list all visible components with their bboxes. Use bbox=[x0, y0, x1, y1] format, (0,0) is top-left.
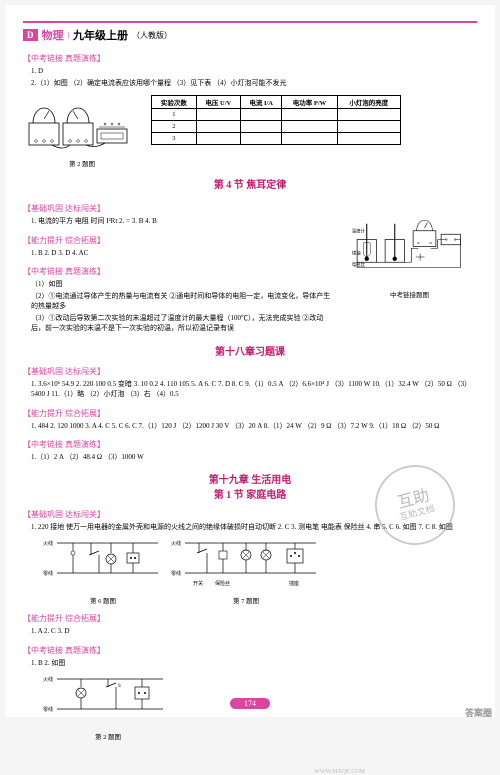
s4-ability-label: 【能力提升 综合拓展】 bbox=[23, 235, 332, 246]
caption7: 第 7 题图 bbox=[171, 595, 321, 605]
section19-title-ch: 第十九章 生活用电 bbox=[23, 471, 477, 486]
s19-basics-1: 1. 220 接地 使万一用电器的金属外壳和电源的火线之间的绝缘体破损时自动切断… bbox=[31, 522, 477, 533]
experiment-table: 实验次数 电压 U/V 电流 I/A 电功率 P/W 小灯泡的亮度 1 2 3 bbox=[151, 95, 401, 145]
s4-exam-1: （1）如图 bbox=[31, 279, 332, 290]
top-bar bbox=[23, 17, 477, 23]
circuit7-svg: 火线 零线 开关 保险丝 bbox=[171, 533, 321, 591]
section19-title-node: 第 1 节 家庭电路 bbox=[23, 486, 477, 501]
th-4: 小灯泡的亮度 bbox=[337, 96, 400, 109]
instruments-svg bbox=[23, 89, 133, 154]
header: D 物理 | 九年级上册 （人教版） bbox=[23, 27, 477, 43]
s4-exam-3: （3）①改动后导致第二次实验的末温超过了温度计的最大量程（100℃），无法完成实… bbox=[31, 313, 332, 334]
circuit2-svg: 火线 零线 S bbox=[43, 669, 173, 727]
caption6: 第 6 题图 bbox=[43, 595, 163, 605]
s19-exam-1: 1. B 2. 如图 bbox=[31, 658, 477, 669]
s18-basics-label: 【基础巩固 达标闯关】 bbox=[23, 366, 477, 377]
th-0: 实验次数 bbox=[152, 96, 197, 109]
th-1: 电压 U/V bbox=[196, 96, 240, 109]
s18-ability-1: 1. 484 2. 120 1000 3. A 4. C 5. C 6. C 7… bbox=[31, 421, 477, 432]
svg-text:零线: 零线 bbox=[171, 570, 181, 577]
s18-ability-label: 【能力提升 综合拓展】 bbox=[23, 408, 477, 419]
page-number: 174 bbox=[230, 698, 270, 709]
section4-title: 第 4 节 焦耳定律 bbox=[23, 176, 477, 191]
joule-apparatus-svg: 温度计 煤油 电阻丝 bbox=[342, 215, 472, 285]
svg-text:保险丝: 保险丝 bbox=[215, 580, 230, 587]
svg-text:火线: 火线 bbox=[43, 540, 53, 547]
svg-text:电阻丝: 电阻丝 bbox=[352, 261, 366, 268]
header-badge: D bbox=[23, 29, 38, 41]
circuit6-svg: 火线 零线 bbox=[43, 533, 163, 591]
svg-text:零线: 零线 bbox=[43, 706, 53, 713]
s19-ability-label: 【能力提升 综合拓展】 bbox=[23, 613, 477, 624]
header-grade: 九年级上册 bbox=[73, 27, 128, 43]
s18-exam-label: 【中考链接 真题演练】 bbox=[23, 439, 477, 450]
td: 3 bbox=[152, 133, 197, 145]
watermark: 答案圈 bbox=[465, 706, 492, 719]
th-2: 电流 I/A bbox=[241, 96, 282, 109]
block1-label: 【中考链接 真题演练】 bbox=[23, 53, 477, 64]
header-divider: | bbox=[68, 31, 70, 39]
block1-line1: 1. D bbox=[31, 66, 477, 77]
s4-ability-1: 1. B 2. D 3. D 4. AC bbox=[31, 248, 332, 259]
header-version: （人教版） bbox=[132, 30, 172, 41]
th-3: 电功率 P/W bbox=[282, 96, 337, 109]
s19-exam-label: 【中考链接 真题演练】 bbox=[23, 645, 477, 656]
svg-text:S: S bbox=[118, 684, 121, 689]
td: 2 bbox=[152, 121, 197, 133]
page: D 物理 | 九年级上册 （人教版） 【中考链接 真题演练】 1. D 2.（1… bbox=[5, 5, 495, 717]
s4-basics-label: 【基础巩固 达标闯关】 bbox=[23, 203, 332, 214]
s18-exam-1: 1.（1）2 A （2）48.4 Ω （3）1000 W bbox=[31, 452, 477, 463]
svg-text:火线: 火线 bbox=[171, 540, 181, 547]
s4-caption: 中考链接题图 bbox=[342, 289, 477, 299]
block1-line2: 2.（1）如图 （2）确定电流表应该用哪个量程 （3）见下表 （4）小灯泡可能不… bbox=[31, 78, 477, 89]
s4-exam-label: 【中考链接 真题演练】 bbox=[23, 266, 332, 277]
svg-text:煤油: 煤油 bbox=[352, 249, 361, 256]
svg-text:开关: 开关 bbox=[193, 580, 203, 587]
watermark-url: WWW.MXQE.COM bbox=[314, 769, 365, 775]
s18-basics-1: 1. 3.6×10⁶ 54.9 2. 220 100 0.5 变暗 3. 10 … bbox=[31, 379, 477, 400]
svg-text:零线: 零线 bbox=[43, 570, 53, 577]
td: 1 bbox=[152, 109, 197, 121]
s19-ability-1: 1. A 2. C 3. D bbox=[31, 626, 477, 637]
section18-title: 第十八章习题课 bbox=[23, 343, 477, 358]
caption2: 第 2 题图 bbox=[43, 731, 173, 741]
svg-text:温度计: 温度计 bbox=[352, 228, 366, 235]
s19-basics-label: 【基础巩固 达标闯关】 bbox=[23, 509, 477, 520]
s4-basics-1: 1. 电流的平方 电阻 时间 I²Rt 2. = 3. B 4. B bbox=[31, 216, 332, 227]
block1-caption: 第 2 题图 bbox=[23, 158, 141, 168]
s4-exam-2: （2）①电流通过导体产生的热量与电流有关 ②通电时间和导体的电阻一定，电流变化，… bbox=[31, 291, 332, 312]
svg-text:插座: 插座 bbox=[289, 580, 299, 587]
svg-text:火线: 火线 bbox=[43, 676, 53, 683]
header-subject: 物理 bbox=[42, 27, 64, 43]
